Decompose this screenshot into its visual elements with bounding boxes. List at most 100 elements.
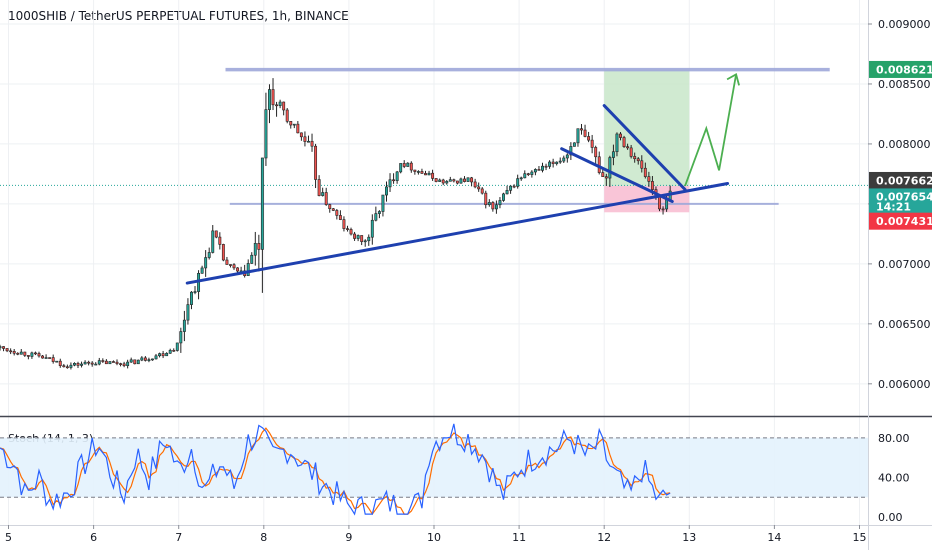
candle-body (179, 331, 183, 344)
candle-body (236, 267, 240, 272)
candle-body (321, 192, 325, 196)
candle-body (182, 319, 186, 332)
candle-body (94, 363, 98, 366)
price-axis-label: 0.006500 (878, 318, 931, 331)
candle-body (523, 173, 527, 179)
candle-body (629, 147, 633, 157)
candle-body (112, 361, 115, 363)
candle-body (455, 180, 459, 184)
candle-body (62, 365, 66, 368)
candle-body (168, 349, 172, 354)
candle-body (143, 357, 147, 361)
candle-body (41, 355, 45, 359)
candle-body (23, 351, 27, 356)
candle-body (533, 169, 537, 173)
candle-body (416, 171, 420, 173)
candle-body (9, 350, 13, 353)
candle-body (307, 140, 310, 143)
candle-body (349, 229, 353, 235)
candle-body (516, 178, 520, 187)
candle-body (83, 361, 87, 365)
candle-body (76, 363, 80, 366)
candle-body (565, 154, 569, 159)
candle-body (452, 179, 456, 182)
candle-body (37, 353, 41, 357)
candle-body (619, 133, 622, 138)
candle-body (594, 147, 598, 158)
candle-body (541, 165, 544, 171)
candle-body (381, 194, 385, 212)
candle-body (477, 186, 481, 190)
time-axis-label: 9 (345, 531, 352, 544)
time-axis-label: 15 (852, 531, 866, 544)
candle-body (438, 179, 442, 182)
candle-body (221, 244, 225, 261)
candle-body (409, 162, 413, 171)
candle-body (80, 363, 84, 366)
candle-body (590, 139, 594, 148)
candle-body (633, 156, 637, 160)
candle-body (505, 190, 509, 195)
falling-wedge-upper-line (602, 104, 687, 192)
candle-body (16, 352, 20, 355)
candle-body (583, 129, 587, 137)
candle-body (264, 109, 268, 159)
countdown-tag: 14:21 (876, 200, 911, 213)
candle-body (48, 357, 52, 359)
candle-body (487, 202, 491, 206)
candle-body (69, 364, 73, 368)
candle-body (459, 178, 463, 184)
candle-body (399, 163, 403, 173)
last-price-tag: 0.007654 (876, 190, 932, 203)
candle-body (51, 357, 55, 362)
price-axis-label: 0.007000 (878, 258, 931, 271)
candle-body (44, 357, 48, 359)
candle-body (413, 169, 417, 172)
candle-body (289, 121, 293, 126)
candle-body (420, 171, 424, 174)
candle-body (90, 362, 94, 365)
candle-body (576, 128, 580, 144)
candle-body (537, 169, 541, 171)
candle-body (133, 359, 137, 365)
candle-body (292, 123, 296, 126)
candle-body (665, 199, 669, 210)
candle-body (122, 363, 126, 367)
candle-body (548, 161, 552, 167)
candle-body (530, 171, 534, 175)
high-price-tag-bg (869, 171, 932, 189)
candle-body (470, 177, 474, 183)
candle-body (643, 167, 647, 177)
candle-body (498, 200, 502, 206)
falling-wedge-lower-line (560, 147, 674, 204)
candle-body (519, 177, 523, 180)
candle-body (608, 157, 612, 179)
candle-body (282, 101, 286, 111)
candle-body (108, 361, 112, 365)
candle-body (562, 157, 566, 162)
candle-body (147, 359, 151, 361)
projection-path (684, 74, 737, 187)
projection-arrowhead (726, 73, 740, 86)
time-axis-label: 5 (5, 531, 12, 544)
candle-body (346, 228, 349, 230)
time-axis: 5 6 7 8 9 10 11 12 13 14 15 (5, 525, 866, 544)
high-price-tag: 0.007662 (876, 174, 932, 187)
time-axis-label: 10 (427, 531, 441, 544)
candle-body (310, 140, 314, 147)
candle-body (484, 192, 488, 206)
candle-body (338, 215, 342, 220)
candle-body (342, 219, 346, 229)
candle-body (19, 351, 23, 355)
candle-body (115, 361, 119, 364)
candle-body (87, 361, 91, 364)
candle-body (555, 161, 559, 165)
candle-body (509, 185, 513, 191)
candle-body (214, 230, 218, 238)
stoch-pane: 80.00 40.00 0.00 (0, 423, 910, 524)
candle-body (34, 352, 37, 355)
candle-body (370, 219, 374, 238)
candle-body (161, 353, 165, 357)
candle-body (544, 165, 548, 168)
